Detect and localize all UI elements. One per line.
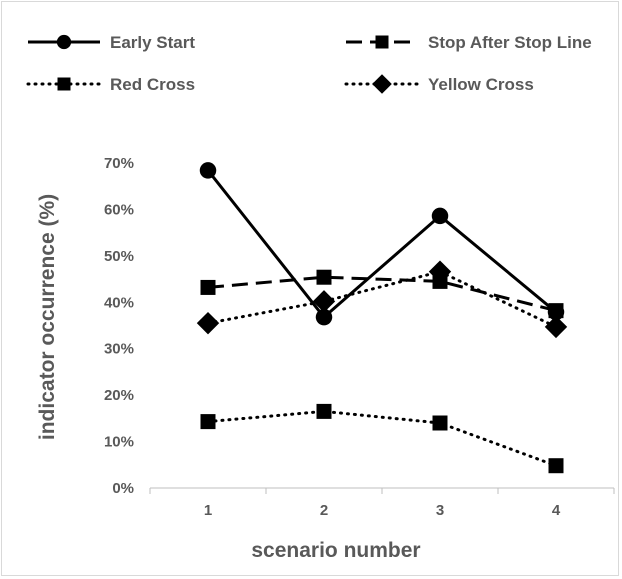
data-point bbox=[432, 273, 448, 289]
legend-marker bbox=[375, 35, 389, 49]
series-early-start bbox=[199, 162, 565, 326]
y-tick-label: 60% bbox=[104, 201, 134, 218]
y-tick-label: 70% bbox=[104, 155, 134, 172]
data-point bbox=[312, 290, 336, 313]
y-axis-title: indicator occurrence (%) bbox=[36, 194, 59, 440]
series-yellow-cross bbox=[196, 260, 568, 339]
x-tick-label: 4 bbox=[552, 502, 561, 519]
data-point bbox=[199, 162, 217, 179]
legend-label: Red Cross bbox=[110, 75, 195, 94]
series-line bbox=[206, 270, 558, 329]
y-tick-label: 50% bbox=[104, 248, 134, 265]
legend-label: Yellow Cross bbox=[428, 75, 534, 94]
legend-item: Red Cross bbox=[26, 75, 195, 94]
x-tick-label: 2 bbox=[320, 502, 328, 519]
series-line bbox=[207, 275, 557, 313]
legend-item: Early Start bbox=[28, 33, 195, 52]
axes: 1 2 3 40%10%20%30%40%50%60%70% bbox=[104, 155, 615, 519]
data-point bbox=[315, 308, 333, 326]
legend: Early Start Stop After Stop Line Red Cross… bbox=[26, 33, 592, 94]
data-point bbox=[548, 458, 564, 474]
series-line bbox=[206, 169, 557, 319]
legend-item: Stop After Stop Line bbox=[346, 33, 592, 52]
series-red-cross bbox=[200, 403, 564, 474]
data-point bbox=[431, 207, 449, 225]
series-stop-after-stop-line bbox=[200, 269, 564, 319]
data-point bbox=[196, 311, 220, 335]
data-point bbox=[200, 279, 216, 295]
legend-label: Stop After Stop Line bbox=[428, 33, 592, 52]
data-point bbox=[200, 414, 216, 430]
series-line bbox=[206, 409, 558, 468]
legend-item: Yellow Cross bbox=[344, 74, 534, 94]
data-point bbox=[544, 315, 568, 339]
y-tick-label: 0% bbox=[112, 480, 134, 497]
legend-marker bbox=[57, 77, 71, 91]
y-tick-label: 30% bbox=[104, 341, 134, 358]
legend-marker bbox=[56, 34, 72, 50]
data-point bbox=[432, 415, 448, 431]
data-point bbox=[316, 403, 332, 419]
x-axis-title: scenario number bbox=[251, 539, 420, 562]
legend-marker bbox=[372, 74, 392, 94]
y-tick-label: 40% bbox=[104, 294, 134, 311]
x-tick-label: 3 bbox=[436, 502, 444, 519]
x-tick-label: 1 bbox=[204, 502, 212, 519]
series-layer bbox=[196, 162, 568, 474]
legend-label: Early Start bbox=[110, 33, 195, 52]
y-tick-label: 10% bbox=[104, 434, 134, 451]
data-point bbox=[547, 303, 565, 321]
data-point bbox=[316, 269, 332, 285]
y-tick-label: 20% bbox=[104, 387, 134, 404]
